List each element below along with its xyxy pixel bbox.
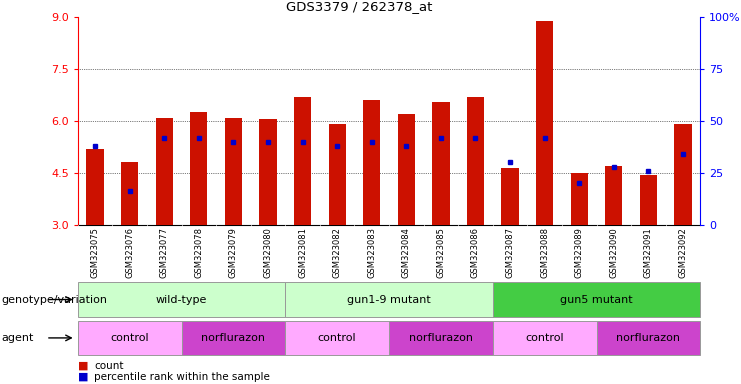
Bar [674, 124, 691, 225]
Bar [363, 100, 380, 225]
Text: norflurazon: norflurazon [409, 333, 473, 343]
Bar [225, 118, 242, 225]
Bar [597, 321, 700, 355]
Text: GSM323078: GSM323078 [194, 227, 203, 278]
Text: GSM323085: GSM323085 [436, 227, 445, 278]
Bar [294, 97, 311, 225]
Bar [121, 162, 139, 225]
Bar [493, 321, 597, 355]
Bar [571, 173, 588, 225]
Text: gun1-9 mutant: gun1-9 mutant [347, 295, 431, 305]
Bar [285, 321, 389, 355]
Text: gun5 mutant: gun5 mutant [560, 295, 633, 305]
Bar [328, 124, 346, 225]
Bar [605, 166, 622, 225]
Text: percentile rank within the sample: percentile rank within the sample [94, 372, 270, 382]
Text: control: control [318, 333, 356, 343]
Text: control: control [110, 333, 149, 343]
Bar [190, 113, 207, 225]
Bar [182, 321, 285, 355]
Text: GSM323084: GSM323084 [402, 227, 411, 278]
Text: GSM323090: GSM323090 [609, 227, 618, 278]
Text: GSM323076: GSM323076 [125, 227, 134, 278]
Bar [398, 114, 415, 225]
Text: GSM323087: GSM323087 [505, 227, 514, 278]
Text: GSM323088: GSM323088 [540, 227, 549, 278]
Text: GSM323092: GSM323092 [679, 227, 688, 278]
Text: wild-type: wild-type [156, 295, 207, 305]
Text: norflurazon: norflurazon [202, 333, 265, 343]
Bar [78, 282, 285, 317]
Bar [87, 149, 104, 225]
Text: genotype/variation: genotype/variation [1, 295, 107, 305]
Text: GSM323083: GSM323083 [368, 227, 376, 278]
Text: GSM323081: GSM323081 [298, 227, 307, 278]
Bar [78, 321, 182, 355]
Text: GSM323075: GSM323075 [90, 227, 99, 278]
Text: norflurazon: norflurazon [617, 333, 680, 343]
Text: agent: agent [1, 333, 34, 343]
Bar [639, 175, 657, 225]
Text: ■: ■ [78, 361, 88, 371]
Text: ■: ■ [78, 372, 88, 382]
Text: GSM323079: GSM323079 [229, 227, 238, 278]
Text: GSM323089: GSM323089 [575, 227, 584, 278]
Bar [285, 282, 493, 317]
Text: control: control [525, 333, 564, 343]
Bar [536, 21, 554, 225]
Text: GSM323086: GSM323086 [471, 227, 480, 278]
Text: GDS3379 / 262378_at: GDS3379 / 262378_at [286, 0, 433, 13]
Bar [156, 118, 173, 225]
Bar [502, 168, 519, 225]
Bar [467, 97, 484, 225]
Bar [432, 102, 450, 225]
Bar [259, 119, 276, 225]
Bar [389, 321, 493, 355]
Text: GSM323082: GSM323082 [333, 227, 342, 278]
Text: GSM323080: GSM323080 [264, 227, 273, 278]
Text: count: count [94, 361, 124, 371]
Text: GSM323077: GSM323077 [160, 227, 169, 278]
Text: GSM323091: GSM323091 [644, 227, 653, 278]
Bar [493, 282, 700, 317]
